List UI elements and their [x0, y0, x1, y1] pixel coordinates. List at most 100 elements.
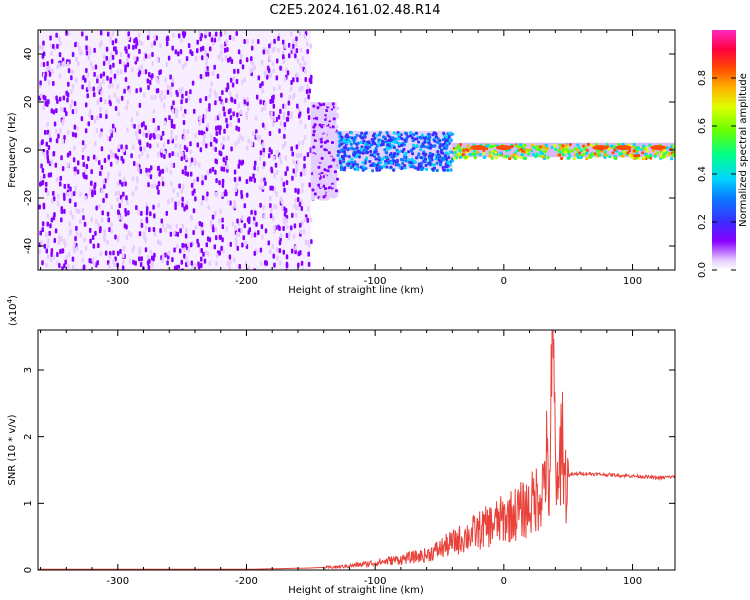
- heatmap-cell: [132, 160, 136, 166]
- heatmap-cell: [333, 170, 337, 174]
- heatmap-cell: [253, 177, 257, 183]
- heatmap-cell: [168, 152, 171, 158]
- heatmap-cell: [95, 219, 98, 225]
- heatmap-cell: [214, 31, 218, 37]
- heatmap-cell: [327, 108, 331, 112]
- heatmap-cell: [174, 204, 177, 210]
- heatmap-cell: [215, 138, 218, 144]
- heatmap-cell: [331, 184, 335, 188]
- heatmap-cell: [65, 255, 68, 261]
- heatmap-cell: [340, 167, 344, 171]
- heatmap-cell: [232, 257, 236, 263]
- heatmap-cell: [41, 45, 44, 51]
- heatmap-cell: [221, 237, 224, 243]
- heatmap-cell: [125, 195, 128, 201]
- heatmap-cell: [262, 152, 265, 158]
- heatmap-cell: [194, 133, 197, 139]
- heatmap-cell: [44, 71, 48, 77]
- heatmap-cell: [260, 59, 264, 65]
- heatmap-cell: [448, 168, 452, 172]
- heatmap-cell: [272, 86, 276, 92]
- heatmap-cell: [41, 227, 44, 233]
- heatmap-cell: [272, 155, 276, 161]
- heatmap-cell: [120, 215, 124, 221]
- heatmap-cell: [171, 81, 174, 87]
- heatmap-cell: [84, 195, 87, 201]
- heatmap-cell: [181, 223, 184, 229]
- heatmap-cell: [426, 132, 430, 136]
- heatmap-cell: [38, 204, 41, 210]
- heatmap-cell: [67, 68, 71, 74]
- heatmap-cell: [245, 57, 249, 63]
- heatmap-cell: [311, 197, 315, 201]
- heatmap-cell: [147, 171, 151, 177]
- heatmap-cell: [316, 153, 320, 157]
- heatmap-cell: [283, 211, 287, 217]
- heatmap-cell: [126, 100, 130, 106]
- heatmap-cell: [108, 95, 111, 101]
- heatmap-cell: [298, 86, 302, 92]
- heatmap-cell: [189, 171, 193, 177]
- heatmap-cell: [50, 248, 54, 254]
- heatmap-cell: [125, 224, 128, 230]
- heatmap-cell: [298, 31, 302, 37]
- heatmap-cell: [180, 259, 184, 265]
- heatmap-cell: [78, 218, 82, 224]
- heatmap-cell: [245, 179, 249, 185]
- heatmap-cell: [86, 93, 89, 99]
- heatmap-cell: [96, 78, 99, 84]
- heatmap-cell: [181, 93, 184, 99]
- heatmap-cell: [280, 176, 284, 182]
- heatmap-cell: [235, 78, 239, 84]
- heatmap-cell: [327, 186, 331, 190]
- heatmap-cell: [131, 191, 135, 197]
- heatmap-cell: [282, 143, 285, 149]
- heatmap-cell: [97, 222, 100, 228]
- heatmap-cell: [427, 154, 431, 158]
- heatmap-cell: [646, 156, 650, 160]
- heatmap-cell: [274, 162, 278, 168]
- heatmap-cell: [205, 242, 209, 248]
- heatmap-cell: [200, 247, 204, 253]
- heatmap-cell: [92, 86, 96, 92]
- heatmap-cell: [315, 163, 319, 167]
- heatmap-cell: [107, 59, 110, 65]
- heatmap-cell: [200, 222, 204, 228]
- heatmap-cell: [263, 105, 266, 111]
- heatmap-cell: [189, 161, 192, 167]
- heatmap-cell: [272, 68, 275, 74]
- heatmap-cell: [365, 145, 369, 149]
- heatmap-cell: [181, 243, 185, 249]
- heatmap-cell: [102, 71, 106, 77]
- heatmap-cell: [253, 165, 256, 171]
- heatmap-cell: [83, 237, 86, 243]
- heatmap-cell: [117, 190, 120, 196]
- heatmap-cell: [459, 155, 463, 159]
- heatmap-cell: [166, 223, 170, 229]
- heatmap-cell: [292, 48, 295, 54]
- heatmap-cell: [432, 163, 436, 167]
- heatmap-cell: [427, 141, 431, 145]
- x-tick-label: -200: [235, 576, 258, 587]
- heatmap-cell: [296, 77, 299, 83]
- heatmap-cell: [365, 151, 369, 155]
- heatmap-cell: [306, 152, 310, 158]
- heatmap-cell: [271, 61, 275, 67]
- heatmap-cell: [50, 50, 53, 56]
- heatmap-cell: [619, 152, 623, 156]
- heatmap-cell: [121, 259, 125, 265]
- heatmap-cell: [71, 69, 74, 75]
- heatmap-cell: [261, 184, 265, 190]
- heatmap-cell: [295, 48, 299, 54]
- heatmap-cell: [313, 119, 317, 123]
- heatmap-cell: [198, 220, 202, 226]
- heatmap-cell: [244, 240, 247, 246]
- colorbar-tick-label: 0.8: [697, 70, 708, 86]
- heatmap-cell: [423, 137, 427, 141]
- spectrogram-heatmap: [38, 30, 675, 270]
- heatmap-cell: [164, 77, 167, 83]
- heatmap-cell: [108, 263, 111, 269]
- heatmap-cell: [77, 61, 80, 67]
- heatmap-cell: [329, 117, 333, 121]
- heatmap-cell: [181, 202, 184, 208]
